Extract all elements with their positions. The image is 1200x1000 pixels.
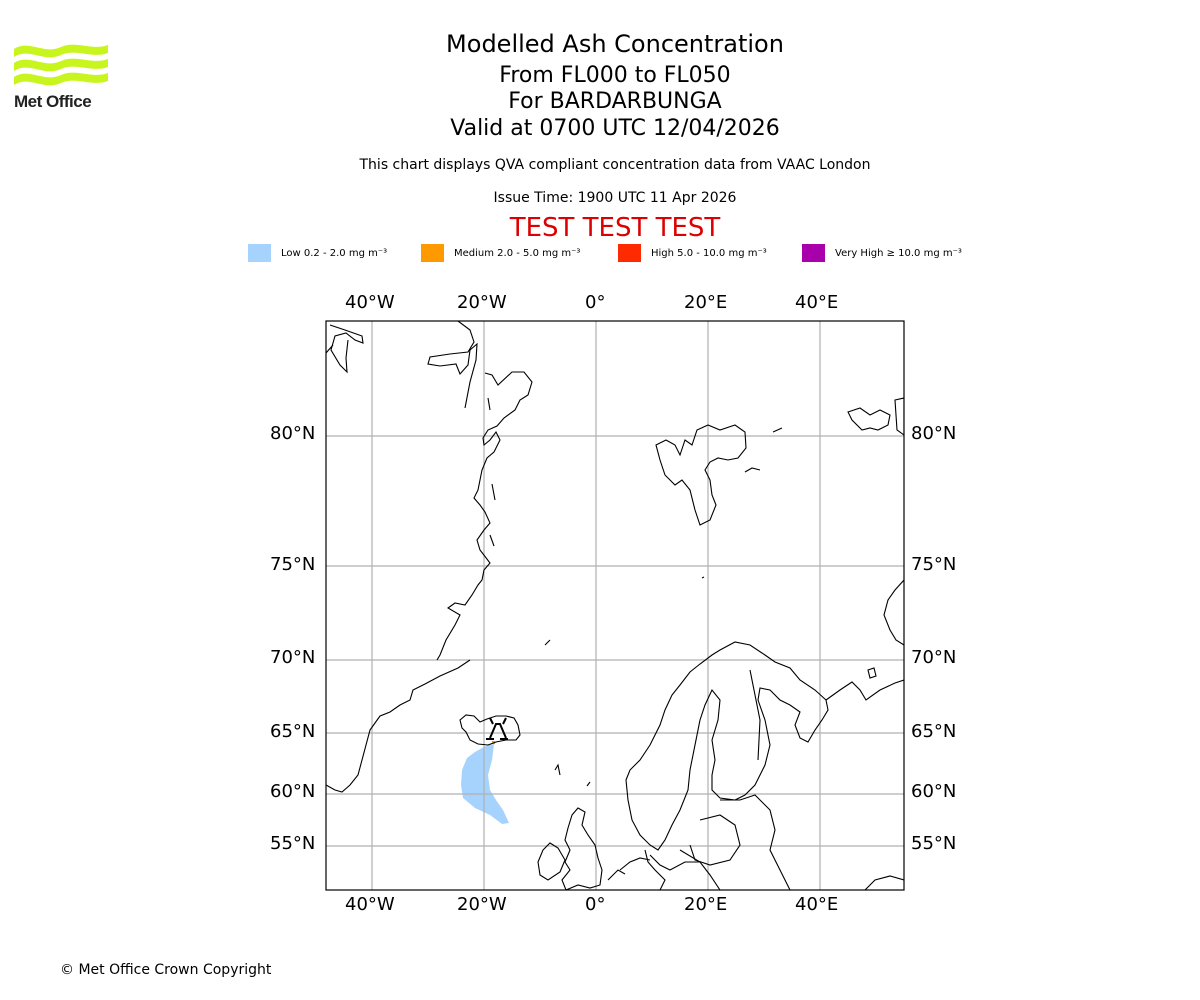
lat-label-left: 75°N [270, 554, 316, 575]
lat-label-left: 70°N [270, 647, 316, 668]
lon-label-top: 40°W [345, 292, 395, 313]
legend-swatch-medium [421, 244, 444, 262]
lat-label-left: 55°N [270, 833, 316, 854]
map-frame [325, 320, 905, 891]
lon-label-bottom: 40°W [345, 894, 395, 915]
met-office-logo-text: Met Office [14, 92, 92, 111]
legend-item-high: High 5.0 - 10.0 mg m⁻³ [618, 244, 767, 262]
lon-label-top: 20°W [457, 292, 507, 313]
issue-time: Issue Time: 1900 UTC 11 Apr 2026 [493, 190, 737, 206]
met-office-logo-waves-icon [14, 44, 108, 86]
legend-swatch-high [618, 244, 641, 262]
qva-subtitle: This chart displays QVA compliant concen… [359, 157, 871, 173]
lat-label-right: 60°N [911, 781, 957, 802]
valid-time: Valid at 0700 UTC 12/04/2026 [450, 116, 780, 141]
lat-label-right: 80°N [911, 423, 957, 444]
ireland [537, 842, 566, 881]
scandinavia [625, 641, 829, 851]
lat-label-left: 60°N [270, 781, 316, 802]
lat-label-right: 70°N [911, 647, 957, 668]
lat-label-right: 65°N [911, 721, 957, 742]
chart-title: Modelled Ash Concentration [446, 30, 784, 58]
lat-label-left: 80°N [270, 423, 316, 444]
legend-item-medium: Medium 2.0 - 5.0 mg m⁻³ [421, 244, 580, 262]
lon-label-bottom: 40°E [795, 894, 839, 915]
ash-plume-low [461, 744, 509, 824]
graticule [326, 321, 904, 890]
flight-level-range: From FL000 to FL050 [499, 63, 731, 88]
svalbard [655, 424, 747, 526]
lat-label-right: 75°N [911, 554, 957, 575]
lon-label-bottom: 0° [585, 894, 606, 915]
lat-label-left: 65°N [270, 721, 316, 742]
legend-label: Low 0.2 - 2.0 mg m⁻³ [281, 247, 388, 259]
coastlines [326, 321, 904, 890]
lon-label-bottom: 20°W [457, 894, 507, 915]
copyright-notice: © Met Office Crown Copyright [60, 962, 272, 978]
test-banner: TEST TEST TEST [509, 213, 721, 243]
iceland [459, 714, 521, 746]
legend-swatch-low [248, 244, 271, 262]
legend-item-low: Low 0.2 - 2.0 mg m⁻³ [248, 244, 387, 262]
legend-item-very-high: Very High ≥ 10.0 mg m⁻³ [802, 244, 962, 262]
legend-swatch-very-high [802, 244, 825, 262]
great-britain [561, 807, 603, 890]
lat-label-right: 55°N [911, 833, 957, 854]
legend-label: High 5.0 - 10.0 mg m⁻³ [651, 247, 767, 259]
lon-label-top: 20°E [684, 292, 728, 313]
volcano-name: For BARDARBUNGA [508, 89, 722, 114]
lon-label-top: 0° [585, 292, 606, 313]
lon-label-top: 40°E [795, 292, 839, 313]
lon-label-bottom: 20°E [684, 894, 728, 915]
volcano-icon [486, 717, 508, 740]
legend-label: Medium 2.0 - 5.0 mg m⁻³ [454, 247, 581, 259]
legend-label: Very High ≥ 10.0 mg m⁻³ [835, 247, 962, 259]
